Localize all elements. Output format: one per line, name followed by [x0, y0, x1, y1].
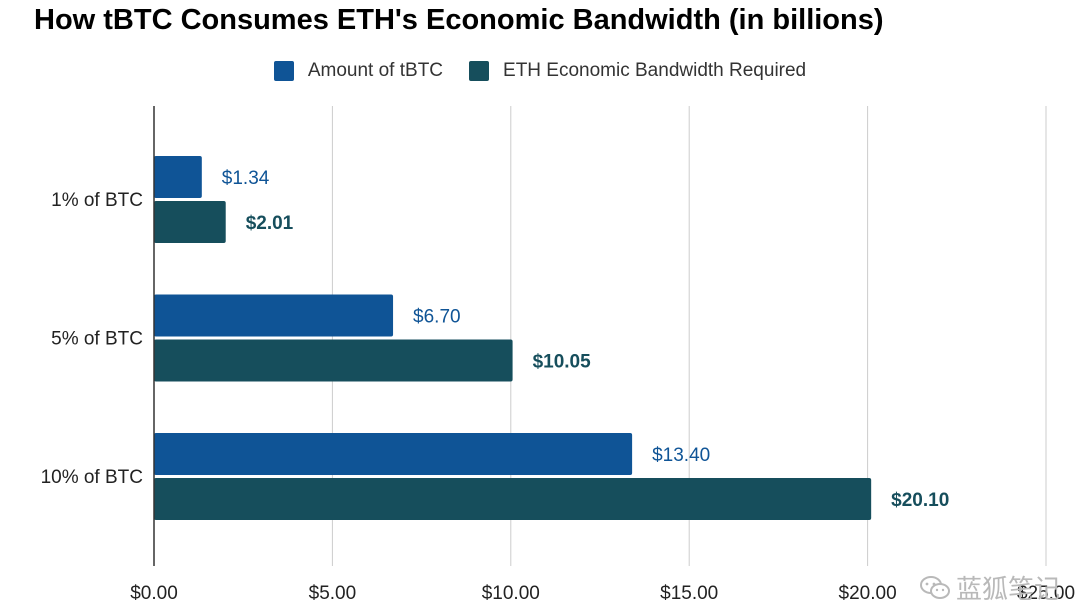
data-label: $10.05 — [533, 352, 592, 373]
data-label: $13.40 — [652, 445, 710, 466]
legend-item-eth: ETH Economic Bandwidth Required — [469, 60, 806, 82]
x-tick-label: $0.00 — [130, 583, 178, 604]
x-tick-label: $25.00 — [1017, 583, 1075, 604]
y-category-label: 1% of BTC — [51, 190, 143, 211]
y-category-label: 5% of BTC — [51, 329, 143, 350]
data-label: $1.34 — [222, 168, 270, 189]
legend-label-tbtc: Amount of tBTC — [307, 60, 444, 81]
wechat-icon — [919, 575, 950, 599]
watermark: 蓝狐笔记 — [919, 569, 1060, 606]
bar — [154, 433, 633, 475]
legend-label-eth: ETH Economic Bandwidth Required — [503, 60, 807, 81]
bar — [154, 478, 872, 520]
bar — [154, 294, 394, 337]
bar — [154, 201, 226, 243]
x-tick-label: $5.00 — [309, 583, 357, 604]
x-tick-label: $15.00 — [660, 583, 718, 604]
bar — [154, 156, 202, 198]
bar — [154, 339, 513, 382]
data-label: $20.10 — [891, 490, 949, 511]
y-category-label: 10% of BTC — [41, 467, 143, 488]
x-tick-label: $20.00 — [839, 583, 897, 604]
data-label: $6.70 — [413, 307, 461, 328]
legend-item-tbtc: Amount of tBTC — [273, 60, 444, 82]
data-label: $2.01 — [246, 213, 294, 234]
legend-swatch-eth — [469, 61, 490, 81]
watermark-text: 蓝狐笔记 — [955, 575, 1060, 605]
legend-swatch-tbtc — [273, 61, 294, 81]
x-tick-label: $10.00 — [482, 583, 540, 604]
legend: Amount of tBTC ETH Economic Bandwidth Re… — [0, 60, 1080, 82]
chart-title: How tBTC Consumes ETH's Economic Bandwid… — [34, 4, 884, 36]
